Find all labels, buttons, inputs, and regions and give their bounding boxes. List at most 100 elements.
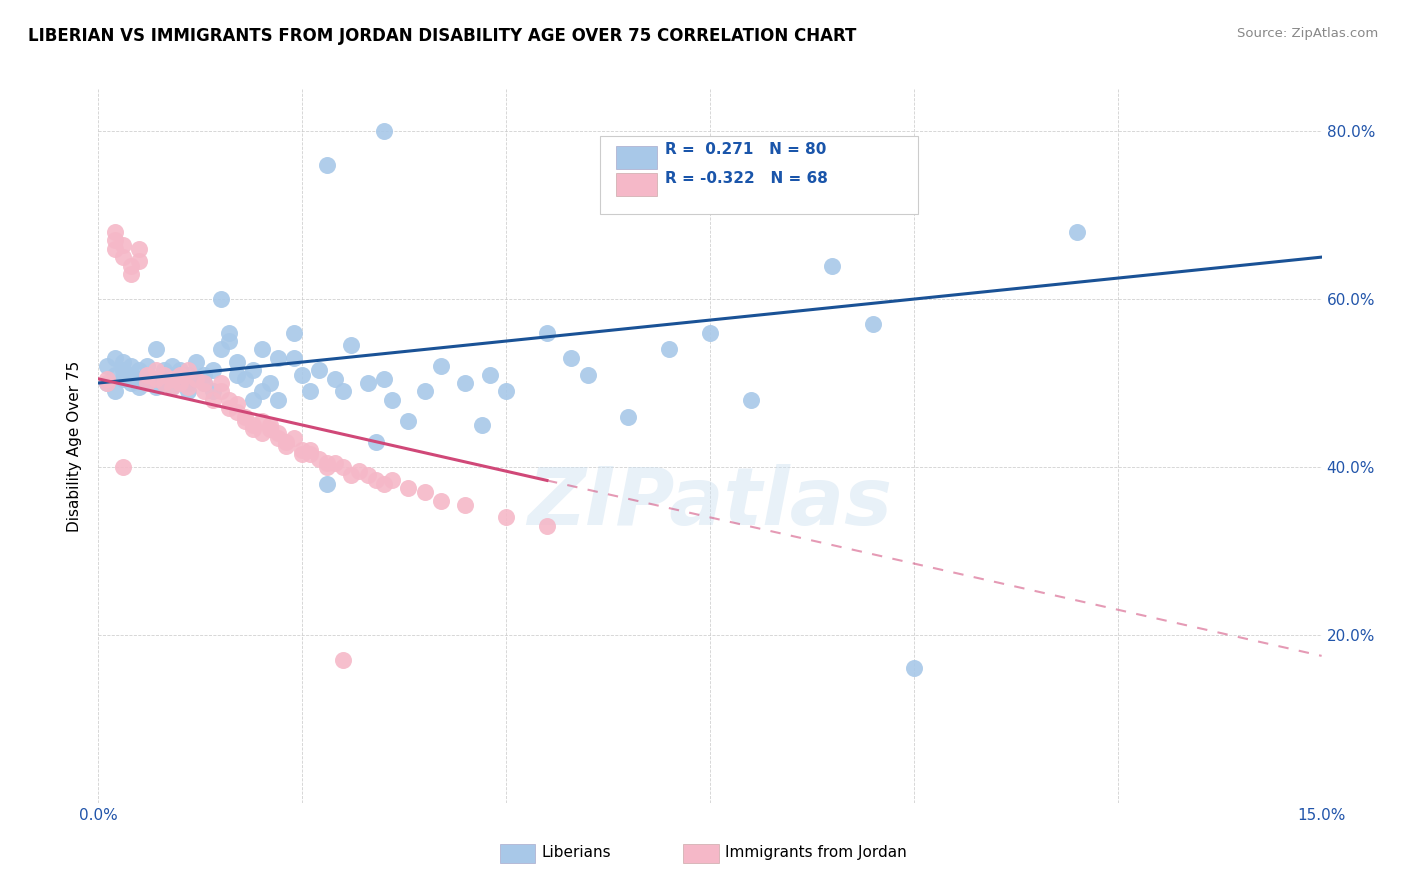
Point [226,405,249,419]
Point [242,392,264,407]
Point [120,368,142,382]
Point [136,368,159,382]
Text: Immigrants from Jordan: Immigrants from Jordan [724,845,907,860]
Point [145,372,167,386]
FancyBboxPatch shape [616,146,658,169]
Point [356,468,378,483]
Point [169,363,191,377]
FancyBboxPatch shape [600,136,918,214]
Point [193,376,215,390]
Point [136,359,159,374]
Point [136,376,159,390]
Point [356,376,378,390]
Point [396,414,419,428]
Point [120,267,142,281]
Point [111,250,134,264]
Point [267,426,290,441]
Point [340,468,363,483]
Point [495,510,517,524]
Point [152,376,174,390]
Point [536,326,558,340]
Point [177,368,200,382]
Point [193,376,215,390]
Point [291,368,314,382]
Point [152,368,174,382]
Point [560,351,582,365]
Point [283,431,305,445]
Point [471,417,494,432]
Point [201,384,224,399]
Point [186,372,208,386]
Point [740,392,762,407]
Point [160,380,183,394]
Point [430,493,453,508]
Point [259,376,281,390]
Point [104,225,127,239]
Point [332,384,354,399]
Point [186,372,208,386]
Point [274,439,297,453]
Point [169,376,191,390]
Point [209,376,232,390]
Point [617,191,640,205]
Point [120,376,142,390]
Text: ZIPatlas: ZIPatlas [527,464,893,542]
Point [478,368,501,382]
Point [299,447,322,461]
FancyBboxPatch shape [499,844,536,863]
Point [373,124,395,138]
Point [250,343,273,357]
Point [136,376,159,390]
Point [96,359,118,374]
Point [177,380,200,394]
Point [821,259,844,273]
Point [160,380,183,394]
Point [169,372,191,386]
Point [283,351,305,365]
Point [169,368,191,382]
Point [96,372,118,386]
Point [323,456,346,470]
Point [218,326,240,340]
Point [226,355,249,369]
Point [536,518,558,533]
Point [283,326,305,340]
Point [242,363,264,377]
Point [201,392,224,407]
Point [104,351,127,365]
Point [267,392,290,407]
Point [218,392,240,407]
Point [250,426,273,441]
Point [332,653,354,667]
Point [128,372,150,386]
Point [617,409,640,424]
Point [177,376,200,390]
Point [299,443,322,458]
Point [233,409,256,424]
Point [413,384,436,399]
Point [658,343,681,357]
Point [111,363,134,377]
Point [209,343,232,357]
Point [454,498,477,512]
Point [242,422,264,436]
Point [364,434,387,449]
Text: R =  0.271   N = 80: R = 0.271 N = 80 [665,142,827,157]
Point [454,376,477,390]
Point [209,384,232,399]
Point [193,384,215,399]
FancyBboxPatch shape [683,844,718,863]
Point [323,372,346,386]
Point [152,376,174,390]
Point [177,363,200,377]
Point [145,380,167,394]
Point [430,359,453,374]
Point [233,372,256,386]
Point [96,376,118,390]
Text: Liberians: Liberians [541,845,610,860]
Point [373,372,395,386]
Y-axis label: Disability Age Over 75: Disability Age Over 75 [67,360,83,532]
Point [396,481,419,495]
Point [104,368,127,382]
Point [315,476,337,491]
